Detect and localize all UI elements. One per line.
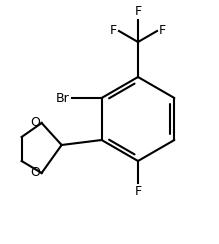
Text: Br: Br (56, 92, 70, 104)
Text: F: F (134, 5, 141, 18)
Text: O: O (30, 166, 40, 180)
Text: O: O (30, 116, 40, 130)
Text: F: F (134, 185, 141, 198)
Text: F: F (110, 24, 117, 38)
Text: F: F (159, 24, 166, 38)
